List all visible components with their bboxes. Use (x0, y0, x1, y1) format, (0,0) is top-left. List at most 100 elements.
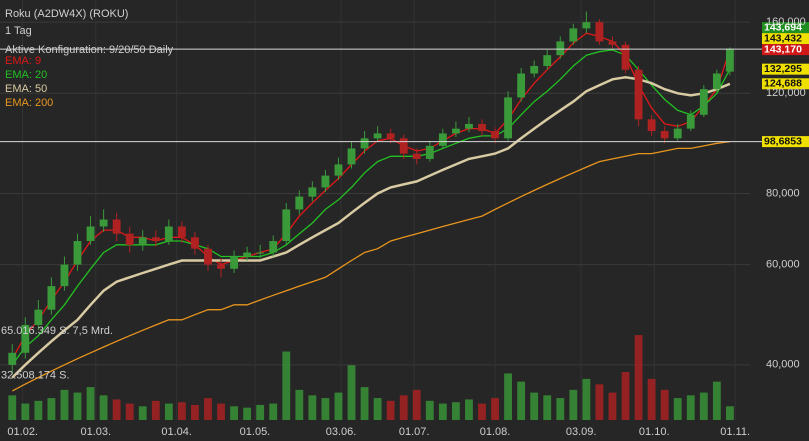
volume-bar (660, 389, 669, 420)
volume-bar (634, 335, 643, 420)
x-tick-label: 01.08. (480, 426, 511, 438)
candle-body (269, 241, 278, 253)
volume-bar (60, 389, 69, 420)
candle-body (660, 131, 669, 139)
candle-body (595, 22, 604, 42)
candle-body (295, 196, 304, 210)
volume-bar (386, 400, 395, 420)
candle-body (556, 41, 565, 56)
config-label: Aktive Konfiguration: 9/20/50 Daily (5, 44, 174, 56)
y-tick-label: 80,000 (766, 187, 800, 199)
volume-bar (73, 392, 82, 420)
candle-body (491, 131, 499, 139)
candle-body (204, 248, 212, 265)
chart-title: Roku (A2DW4X) (ROKU) (5, 8, 128, 20)
volume-bar (478, 403, 486, 420)
candle-body (582, 22, 591, 29)
candle-body (465, 123, 473, 129)
candle-body (230, 256, 238, 269)
candle-body (177, 226, 186, 238)
volume-bar (86, 387, 95, 420)
volume-bar (465, 399, 473, 420)
volume-bar (399, 395, 408, 420)
ema-line (11, 140, 730, 392)
candle-body (21, 324, 30, 353)
volume-bar (47, 398, 56, 420)
volume-bar (491, 398, 499, 420)
y-tick-label: 60,000 (766, 259, 800, 271)
candle-body (191, 237, 199, 249)
volume-bar (269, 403, 278, 420)
volume-bar (230, 406, 238, 420)
candle-body (399, 138, 408, 154)
candle-body (543, 55, 552, 66)
volume-bar (243, 407, 252, 420)
volume-bar (595, 384, 604, 420)
volume-bar (177, 402, 186, 420)
candle-body (451, 128, 460, 134)
candle-body (321, 175, 330, 188)
legend-entry: EMA: 20 (5, 69, 47, 81)
price-marker-box (762, 22, 809, 34)
candle-body (647, 119, 656, 132)
candle-body (125, 233, 134, 245)
price-marker-label: 143,170 (764, 43, 802, 55)
candle-body (164, 226, 173, 242)
volume-bar (282, 351, 291, 420)
candle-body (334, 164, 343, 176)
volume-bar (712, 381, 721, 420)
chart-subtitle: 1 Tag (5, 25, 32, 37)
candle-body (8, 352, 17, 365)
candle-body (373, 133, 382, 139)
volume-bar (686, 395, 695, 420)
x-tick-label: 01.02. (7, 426, 38, 438)
candle-body (243, 252, 252, 257)
x-tick-label: 01.11. (720, 426, 750, 438)
volume-bar (217, 403, 225, 420)
volume-bar (34, 400, 43, 420)
candle-body (504, 97, 513, 139)
volume-bar (425, 400, 434, 420)
candle-body (138, 237, 147, 245)
y-tick-label: 40,000 (766, 359, 800, 371)
candle-body (360, 138, 369, 149)
x-tick-label: 01.04. (161, 426, 192, 438)
candle-body (73, 241, 82, 265)
candle-body (686, 114, 695, 129)
volume-bar (321, 398, 330, 420)
price-marker-label: 143,432 (764, 32, 802, 44)
legend-entry: EMA: 50 (5, 83, 47, 95)
price-marker-label: 143,694 (764, 21, 802, 33)
candle-body (34, 309, 43, 325)
ema-line (11, 76, 731, 379)
volume-bar (125, 403, 134, 420)
price-marker-box (762, 44, 809, 56)
volume-bar (621, 372, 630, 420)
volume-bar (151, 400, 160, 420)
volume-bar (582, 378, 591, 420)
volume-bar (569, 389, 578, 420)
candle-body (60, 264, 69, 287)
candle-body (438, 133, 447, 146)
volume-bar (647, 378, 656, 420)
volume-tick-label: 65.016.349 S. 7,5 Mrd. (1, 325, 113, 337)
volume-bar (673, 398, 682, 420)
price-marker-label: 132,295 (764, 63, 802, 75)
volume-bar (308, 395, 317, 420)
volume-bar (699, 392, 708, 420)
volume-bar (347, 365, 356, 420)
x-tick-label: 03.06. (326, 426, 357, 438)
candle-body (530, 65, 539, 74)
price-marker-label: 124,688 (764, 78, 802, 90)
volume-bar (504, 373, 513, 420)
volume-bar (21, 403, 30, 420)
candle-body (282, 209, 291, 242)
volume-bar (191, 404, 199, 420)
volume-bar (204, 398, 212, 420)
volume-tick-label: 32.508.174 S. (1, 369, 70, 381)
price-marker-box (762, 78, 809, 90)
volume-bar (99, 395, 108, 420)
volume-bar (725, 406, 734, 420)
